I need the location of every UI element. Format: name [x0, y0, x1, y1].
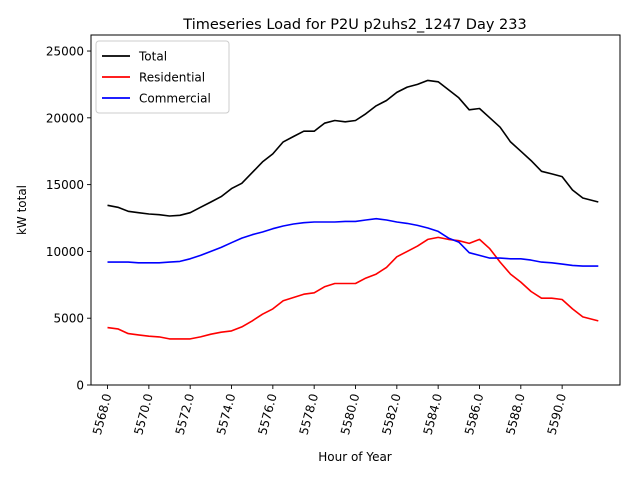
y-tick-label: 10000 [46, 245, 84, 259]
y-axis: 0 5000 10000 15000 20000 25000 [46, 45, 91, 393]
series-line-total [107, 79, 599, 217]
legend: Total Residential Commercial [95, 40, 230, 114]
legend-box [95, 40, 230, 114]
y-tick-label: 5000 [53, 312, 84, 326]
legend-label-total: Total [138, 50, 167, 64]
y-tick-label: 25000 [46, 45, 84, 59]
y-tick-label: 0 [76, 379, 84, 393]
y-tick-label: 15000 [46, 178, 84, 192]
series-line-commercial [107, 217, 599, 267]
y-axis-label: kW total [15, 185, 29, 235]
x-axis-label: Hour of Year [318, 450, 392, 464]
chart-title: Timeseries Load for P2U p2uhs2_1247 Day … [182, 17, 526, 33]
series-line-residential [107, 236, 599, 340]
legend-label-residential: Residential [139, 71, 205, 85]
y-tick-label: 20000 [46, 111, 84, 125]
legend-label-commercial: Commercial [139, 92, 211, 106]
series-layer [107, 79, 599, 340]
